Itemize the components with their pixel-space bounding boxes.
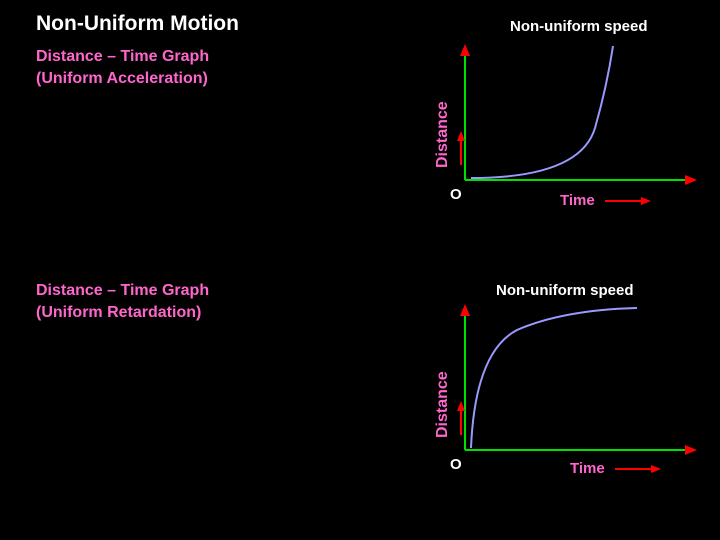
chart1-origin: O — [450, 186, 462, 203]
chart1-y-label-arrow — [455, 131, 467, 165]
chart1-plot — [445, 40, 700, 190]
section1-line1: Distance – Time Graph — [36, 46, 209, 68]
chart2-y-arrow — [460, 304, 470, 316]
chart1-y-label: Distance — [434, 101, 451, 168]
chart2-x-arrow — [685, 445, 697, 455]
section1-label: Distance – Time Graph (Uniform Accelerat… — [36, 46, 209, 89]
chart1-x-label: Time — [560, 192, 595, 209]
chart2-curve — [471, 308, 637, 448]
chart1-curve — [471, 46, 613, 178]
chart1-title: Non-uniform speed — [510, 18, 648, 35]
chart1-x-label-wrap: Time — [560, 192, 651, 209]
chart2-plot — [445, 300, 700, 460]
chart2-origin: O — [450, 456, 462, 473]
section2-label: Distance – Time Graph (Uniform Retardati… — [36, 280, 209, 323]
chart2-x-label: Time — [570, 460, 605, 477]
chart1-x-arrow — [685, 175, 697, 185]
chart1-x-label-arrow — [605, 195, 651, 207]
chart2-title: Non-uniform speed — [496, 282, 634, 299]
chart2-x-label-arrow — [615, 463, 661, 475]
section2-line1: Distance – Time Graph — [36, 280, 209, 302]
chart2-y-label-arrow — [455, 401, 467, 435]
section2-line2: (Uniform Retardation) — [36, 302, 209, 324]
slide-title: Non-Uniform Motion — [36, 12, 239, 36]
chart1-y-arrow — [460, 44, 470, 56]
chart2-y-label: Distance — [434, 371, 451, 438]
chart2-x-label-wrap: Time — [570, 460, 661, 477]
chart2-svg — [445, 300, 700, 460]
chart1-svg — [445, 40, 700, 190]
section1-line2: (Uniform Acceleration) — [36, 68, 209, 90]
